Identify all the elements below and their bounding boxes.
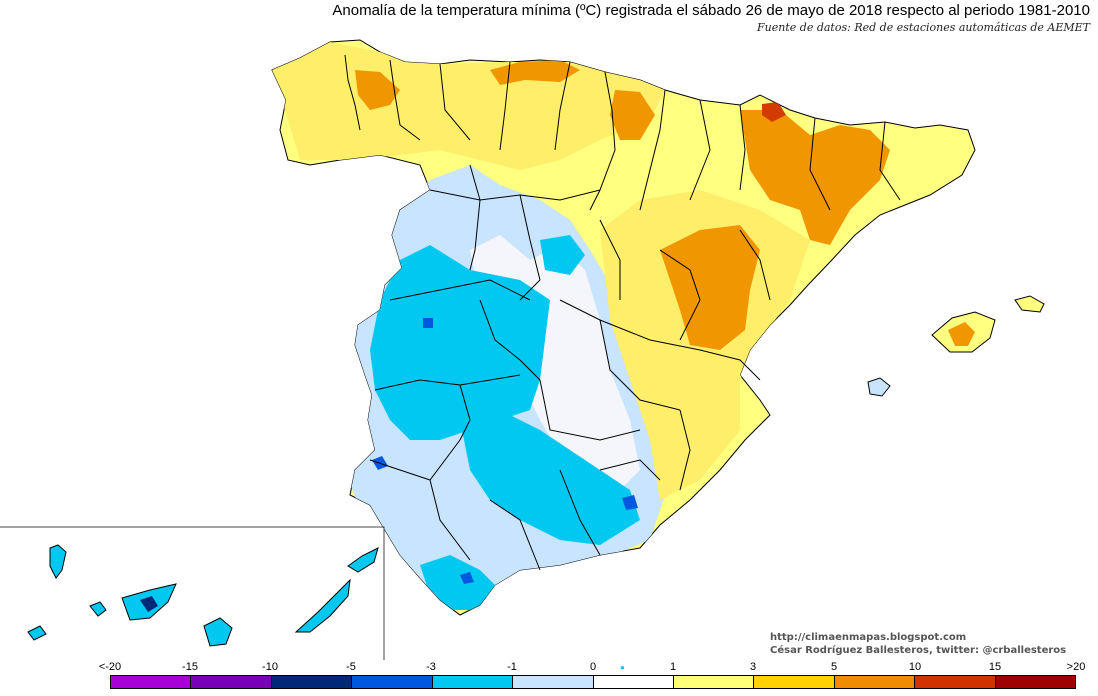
author-credit: César Rodríguez Ballesteros, twitter: @c… [770, 645, 1067, 656]
credits: http://climaenmapas.blogspot.com César R… [770, 631, 1066, 657]
cold-spot-malaga [460, 572, 474, 584]
iberian-peninsula [271, 39, 976, 616]
legend-swatch [754, 676, 835, 688]
legend-label: -5 [346, 661, 356, 673]
color-legend [110, 675, 1076, 689]
legend-swatch [271, 676, 353, 688]
legend-label: 0 [589, 661, 597, 673]
legend-label: 1 [669, 661, 677, 673]
fuerteventura [294, 578, 351, 633]
legend-swatch [191, 676, 272, 688]
legend-label: 3 [749, 661, 757, 673]
gran-canaria [203, 617, 233, 647]
cool-zone-coast [420, 555, 500, 610]
lanzarote [347, 547, 379, 573]
legend-swatch [432, 676, 514, 688]
hot-burgos [610, 90, 655, 140]
la-gomera [89, 601, 107, 617]
anomaly-map [0, 39, 1045, 660]
legend-label: -15 [182, 661, 198, 673]
hot-ebro [660, 225, 760, 350]
cool-zone-center [540, 235, 585, 275]
legend-swatch [352, 676, 433, 688]
hot-cantabria [490, 60, 580, 85]
map-title: Anomalía de la temperatura mínima (ºC) r… [332, 2, 1090, 19]
legend-label: -3 [426, 661, 436, 673]
data-source: Fuente de datos: Red de estaciones autom… [757, 21, 1090, 34]
ibiza [867, 377, 891, 397]
legend-swatch [673, 676, 755, 688]
legend-label: >20 [1066, 661, 1086, 673]
hot-catalonia [740, 110, 890, 245]
legend-swatch [593, 676, 674, 688]
legend-marker-dot: ● [620, 663, 625, 672]
legend-swatch [995, 676, 1076, 688]
canary-islands-inset [0, 526, 385, 660]
balearic-islands [867, 295, 1045, 397]
legend-swatch [111, 676, 192, 688]
la-palma [49, 544, 67, 579]
hot-galicia [355, 70, 400, 110]
legend-label: 10 [908, 661, 922, 673]
tenerife-cold [140, 596, 158, 612]
blog-url: http://climaenmapas.blogspot.com [770, 632, 967, 643]
legend-swatch [513, 676, 594, 688]
legend-label: -1 [507, 661, 517, 673]
legend-label: 15 [988, 661, 1002, 673]
inset-frame [0, 526, 385, 660]
legend-label: <-20 [98, 661, 122, 673]
cold-spot-granada [622, 495, 638, 510]
menorca [1014, 295, 1045, 313]
mallorca-warm [948, 322, 975, 346]
cool-zone-west [370, 245, 550, 440]
cold-spot-caceres [423, 318, 433, 328]
hot-pyrenees [762, 102, 786, 122]
legend-label: -10 [262, 661, 278, 673]
legend-labels: <-20 -15 -10 -5 -3 -1 0 1 3 5 10 15 >20 [0, 661, 1098, 675]
legend-label: 5 [830, 661, 838, 673]
legend-swatch [915, 676, 996, 688]
el-hierro [27, 625, 47, 641]
province-borders [344, 54, 901, 571]
cool-zone-south [460, 410, 640, 545]
legend-swatch [834, 676, 916, 688]
